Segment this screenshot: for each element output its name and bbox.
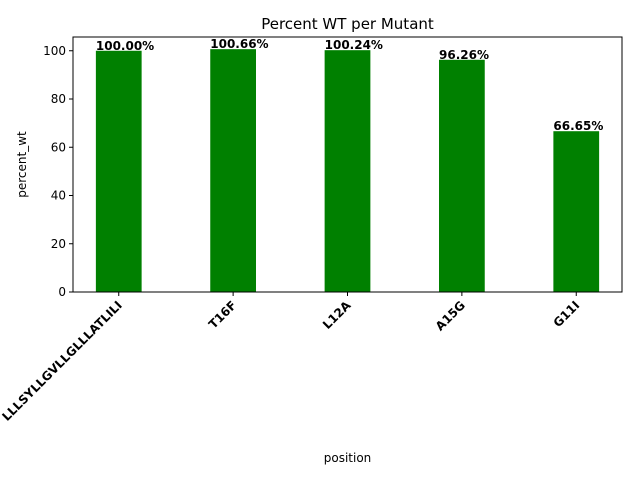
- bar-L12A: [324, 50, 371, 293]
- y-tick-label: 100: [43, 44, 66, 58]
- data-labels: 100.00% 100.66% 100.24% 96.26% 66.65%: [96, 37, 603, 133]
- x-axis-label: position: [324, 451, 372, 465]
- data-label-L12A: 100.24%: [325, 38, 383, 52]
- data-label-A15G: 96.26%: [439, 48, 489, 62]
- y-tick-label: 20: [51, 237, 66, 251]
- data-label-T16F: 100.66%: [210, 37, 268, 51]
- x-axis-ticks: LLLSYLLGVLLGLLLATLILI T16F L12A A15G G11I: [0, 292, 582, 424]
- bar-T16F: [210, 49, 256, 293]
- bars-group: [95, 49, 600, 293]
- x-tick-label: T16F: [206, 298, 239, 331]
- x-tick-label: A15G: [433, 298, 468, 333]
- x-tick-label: L12A: [320, 298, 354, 332]
- y-axis-label: percent_wt: [15, 131, 29, 198]
- chart-title: Percent WT per Mutant: [261, 15, 434, 33]
- bar-G11I: [553, 131, 600, 292]
- plot-frame: [72, 36, 623, 293]
- y-axis-ticks: 0 20 40 60 80 100: [43, 44, 73, 299]
- data-label-LLLSYLLGVLLGLLLATLILI: 100.00%: [96, 39, 154, 53]
- y-tick-label: 60: [51, 140, 66, 154]
- y-tick-label: 40: [51, 189, 66, 203]
- y-tick-label: 80: [51, 92, 66, 106]
- data-label-G11I: 66.65%: [553, 119, 603, 133]
- x-tick-label: LLLSYLLGVLLGLLLATLILI: [0, 298, 125, 424]
- bar-A15G: [439, 59, 485, 292]
- x-tick-label: G11I: [551, 298, 583, 330]
- bar-LLLSYLLGVLLGLLLATLILI: [95, 50, 142, 292]
- y-tick-label: 0: [58, 285, 66, 299]
